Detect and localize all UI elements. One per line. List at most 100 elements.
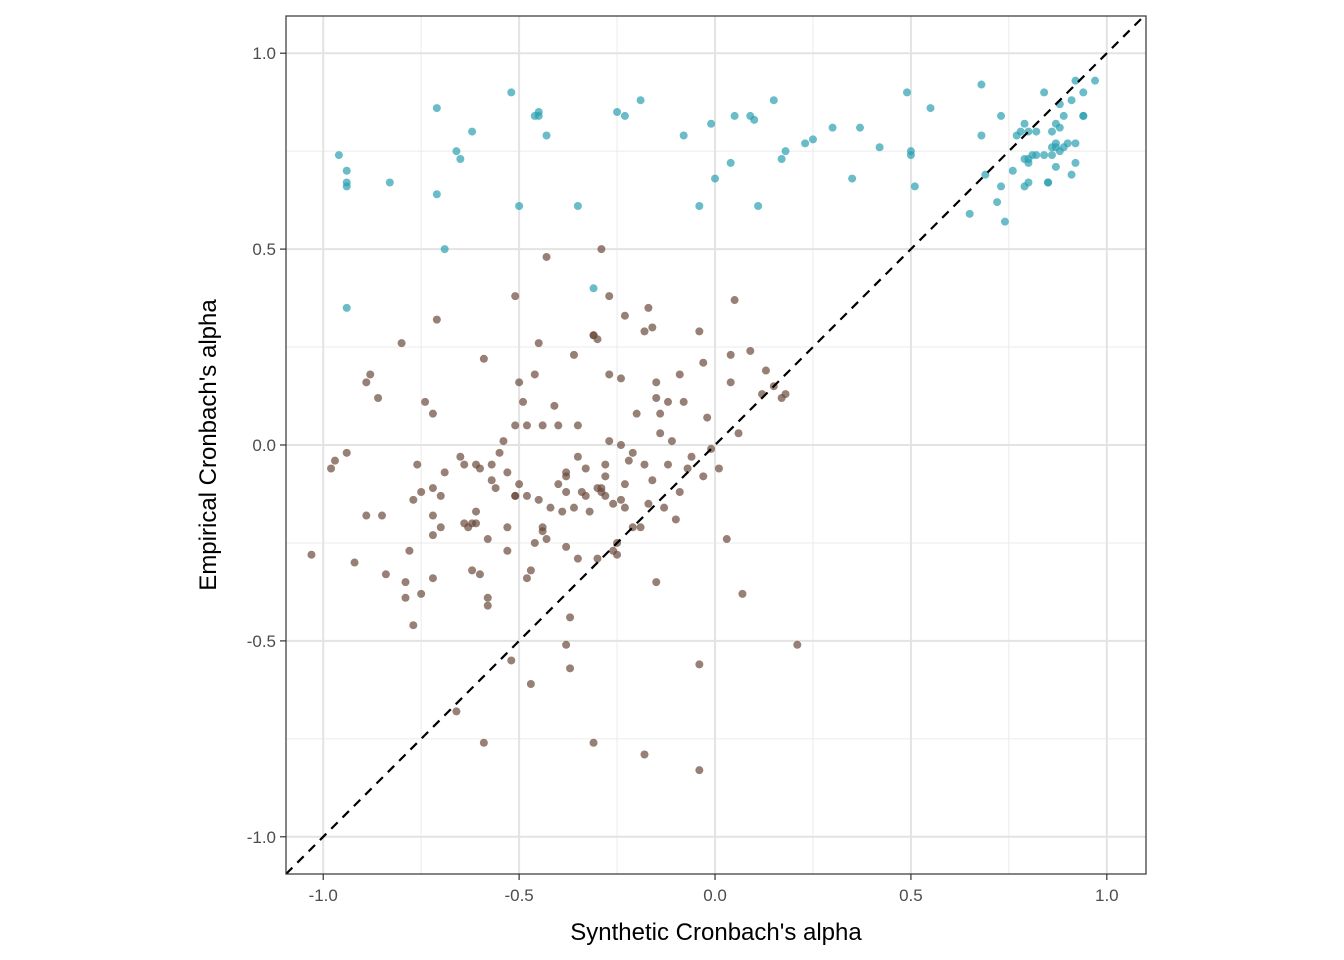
data-point [483, 601, 492, 610]
data-point [1071, 158, 1080, 167]
data-point [652, 378, 661, 387]
data-point [566, 613, 575, 622]
data-point [1071, 76, 1080, 85]
data-point [761, 366, 770, 375]
data-point [417, 589, 426, 598]
data-point [428, 574, 437, 583]
data-point [997, 182, 1006, 191]
data-point [1079, 111, 1088, 120]
data-point [1040, 88, 1049, 97]
data-point [597, 484, 606, 493]
data-point [801, 139, 810, 148]
data-point [726, 158, 735, 167]
data-point [507, 88, 516, 97]
data-point [1067, 96, 1076, 105]
data-point [993, 198, 1002, 207]
data-point [472, 519, 481, 528]
data-point [530, 111, 539, 120]
data-point [440, 245, 449, 254]
data-point [1024, 178, 1033, 187]
data-point [515, 202, 524, 211]
data-point [573, 421, 582, 430]
data-point [515, 480, 524, 489]
data-point [695, 327, 704, 336]
data-point [554, 480, 563, 489]
data-point [855, 123, 864, 132]
data-point [542, 535, 551, 544]
data-point [695, 766, 704, 775]
data-point [601, 460, 610, 469]
data-point [581, 464, 590, 473]
data-point [664, 460, 673, 469]
data-point [554, 421, 563, 430]
data-point [456, 155, 465, 163]
data-point [613, 107, 622, 116]
data-point [746, 346, 755, 355]
x-tick-label: -1.0 [309, 886, 338, 905]
data-point [566, 664, 575, 673]
data-point [534, 495, 543, 504]
data-point [734, 429, 743, 438]
data-point [483, 535, 492, 544]
data-point [503, 523, 512, 532]
data-point [542, 252, 551, 261]
x-axis-title: Synthetic Cronbach's alpha [570, 919, 862, 946]
data-point [522, 574, 531, 583]
data-point [695, 660, 704, 669]
data-point [366, 370, 375, 379]
data-point [475, 464, 484, 473]
data-point [440, 468, 449, 477]
data-point [640, 460, 649, 469]
y-tick-label: 0.5 [252, 240, 276, 259]
data-point [452, 707, 461, 716]
data-point [432, 104, 441, 113]
data-point [526, 679, 535, 688]
data-point [965, 209, 974, 218]
data-point [730, 296, 739, 305]
data-point [487, 476, 496, 485]
data-point [644, 303, 653, 312]
data-point [460, 460, 469, 469]
data-point [997, 111, 1006, 120]
data-point [432, 190, 441, 199]
data-point [581, 491, 590, 500]
data-point [699, 358, 708, 367]
data-point [515, 378, 524, 387]
data-point [620, 503, 629, 512]
data-point [456, 452, 465, 461]
data-point [722, 535, 731, 544]
data-point [342, 182, 351, 191]
data-point [828, 123, 837, 132]
data-point [726, 350, 735, 359]
data-point [679, 397, 688, 406]
data-point [401, 578, 410, 587]
x-tick-label: 1.0 [1095, 886, 1119, 905]
data-point [436, 491, 445, 500]
y-axis-ticks: -1.0 -0.5 0.0 0.5 1.0 [247, 44, 286, 847]
data-point [519, 397, 528, 406]
data-point [1047, 127, 1056, 136]
data-point [605, 370, 614, 379]
data-point [589, 738, 598, 747]
data-point [432, 315, 441, 324]
data-point [793, 640, 802, 649]
data-point [1091, 76, 1100, 85]
data-point [436, 523, 445, 532]
data-point [750, 115, 759, 124]
data-point [683, 464, 692, 473]
data-point [589, 284, 598, 293]
data-point [546, 503, 555, 512]
data-point [428, 409, 437, 418]
data-point [781, 390, 790, 399]
data-point [530, 370, 539, 379]
data-point [597, 245, 606, 254]
data-point [636, 523, 645, 532]
data-point [573, 452, 582, 461]
data-point [362, 378, 371, 387]
data-point [769, 96, 778, 105]
major-gridlines [286, 16, 1146, 874]
data-point [616, 495, 625, 504]
data-point [562, 468, 571, 477]
data-point [926, 104, 935, 113]
